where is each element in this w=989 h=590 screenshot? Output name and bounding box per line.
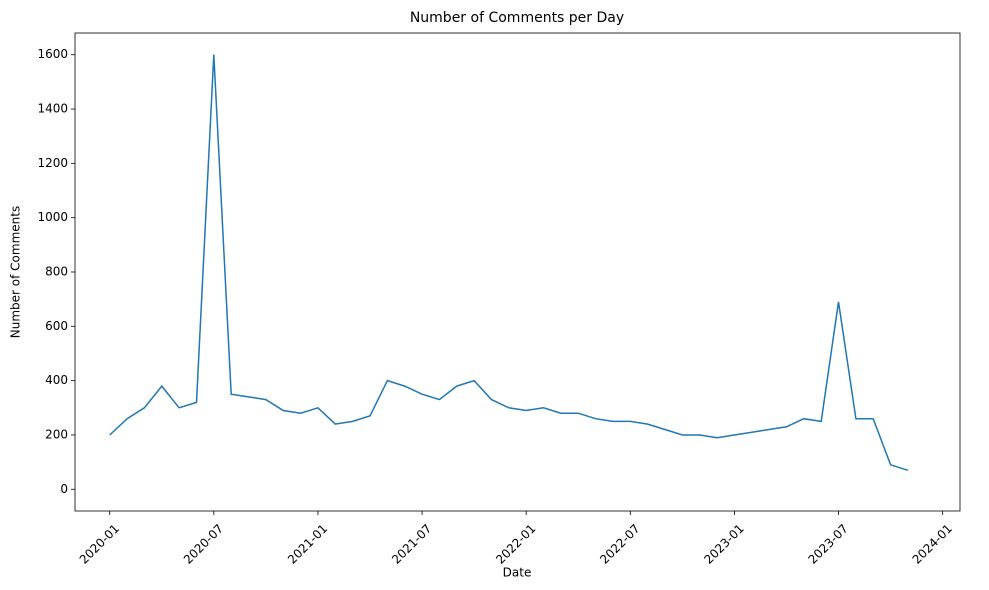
x-tick-label: 2022-07 <box>597 521 642 566</box>
x-axis-label: Date <box>503 566 532 580</box>
y-tick-label: 1200 <box>37 156 68 170</box>
y-tick-label: 400 <box>45 373 68 387</box>
x-tick-label: 2023-01 <box>701 521 746 566</box>
data-line <box>109 54 909 472</box>
y-tick-label: 1000 <box>37 210 68 224</box>
x-tick-label: 2024-01 <box>910 521 955 566</box>
y-tick-label: 600 <box>45 319 68 333</box>
x-tick-label: 2021-01 <box>285 521 330 566</box>
x-tick-label: 2020-07 <box>181 521 226 566</box>
y-axis-label: Number of Comments <box>9 206 23 338</box>
x-tick-label: 2021-07 <box>389 521 434 566</box>
x-tick-label: 2022-01 <box>493 521 538 566</box>
y-tick-label: 1600 <box>37 47 68 61</box>
plot-frame <box>74 32 961 512</box>
y-tick-label: 200 <box>45 427 68 441</box>
y-tick-label: 0 <box>60 482 68 496</box>
x-tick-label: 2023-07 <box>806 521 851 566</box>
y-tick-label: 1400 <box>37 102 68 116</box>
y-tick-label: 800 <box>45 265 68 279</box>
x-tick-label: 2020-01 <box>77 521 122 566</box>
chart-title: Number of Comments per Day <box>410 10 624 26</box>
